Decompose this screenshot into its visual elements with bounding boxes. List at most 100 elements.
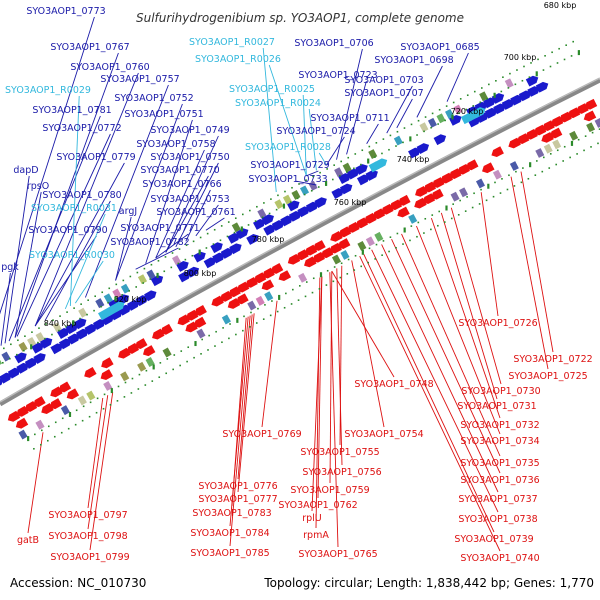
tick-mark: [250, 311, 252, 314]
feature-block: [145, 357, 155, 367]
gene-arrow: [527, 86, 540, 97]
gene-label: SYO3AOP1_0737: [458, 494, 537, 505]
tick-mark: [382, 138, 385, 140]
gene-arrow: [270, 263, 284, 274]
kbp-tick-label: 800 kbp: [184, 269, 217, 278]
tick-mark: [110, 388, 113, 394]
gene-label: SYO3AOP1_0725: [508, 371, 587, 382]
gene-arrow: [65, 323, 78, 335]
gene-label: SYO3AOP1_0779: [56, 152, 135, 163]
feature-block: [120, 283, 130, 294]
label-leader: [237, 313, 255, 493]
feature-block: [247, 300, 257, 311]
gene-arrow: [49, 398, 63, 410]
label-leader: [336, 268, 343, 466]
tick-mark: [86, 313, 88, 316]
gene-label: dapD: [13, 165, 38, 176]
tick-mark: [82, 405, 85, 408]
gene-label: SYO3AOP1_0773: [26, 6, 105, 17]
tick-mark: [304, 295, 307, 298]
gene-label: SYO3AOP1_0740: [460, 553, 539, 564]
tick-mark: [74, 423, 77, 426]
gene-label: SYO3AOP1_R0028: [245, 142, 331, 153]
tick-mark: [367, 158, 370, 164]
tick-mark: [184, 258, 187, 261]
feature-block: [393, 135, 403, 146]
tick-mark: [534, 174, 537, 176]
tick-mark: [450, 217, 453, 220]
tick-mark: [289, 201, 292, 203]
tick-mark: [536, 160, 538, 162]
tick-mark: [9, 357, 11, 360]
feature-block: [492, 169, 502, 180]
gene-arrow: [483, 97, 496, 109]
tick-mark: [193, 356, 195, 359]
gene-arrow: [297, 206, 310, 218]
label-leader: [480, 192, 499, 317]
gene-label: SYO3AOP1_0757: [100, 74, 179, 85]
feature-block: [459, 187, 469, 198]
map-title: Sulfurihydrogenibium sp. YO3AOP1, comple…: [136, 11, 464, 25]
gene-arrow: [397, 206, 410, 218]
gene-arrow: [15, 417, 29, 429]
tick-mark: [249, 209, 251, 212]
gene-arrow: [346, 168, 360, 180]
tick-mark: [296, 197, 299, 200]
gene-arrow: [193, 251, 206, 263]
kbp-tick-label: 780 kbp: [252, 235, 285, 244]
tick-mark: [388, 250, 390, 253]
label-leader: [229, 315, 251, 547]
feature-block: [342, 162, 352, 173]
tick-mark: [409, 136, 412, 142]
gene-label: SYO3AOP1_0769: [222, 429, 301, 440]
tick-mark: [555, 163, 558, 166]
feature-block: [479, 91, 489, 102]
gene-label: SYO3AOP1_0738: [458, 514, 537, 525]
tick-mark: [117, 385, 120, 388]
tick-mark: [143, 267, 146, 270]
gene-arrow: [227, 232, 240, 244]
tick-mark: [445, 205, 448, 211]
gene-arrow: [493, 103, 506, 115]
gene-label: SYO3AOP1_0733: [248, 174, 327, 185]
tick-mark: [424, 217, 427, 220]
label-leader: [371, 249, 499, 513]
gene-label: SYO3AOP1_0732: [460, 420, 539, 431]
feature-block: [103, 380, 113, 391]
tick-mark: [264, 304, 266, 306]
tick-mark: [480, 188, 482, 191]
tick-mark: [452, 101, 455, 104]
tick-mark: [51, 333, 53, 336]
tick-mark: [354, 153, 357, 155]
gene-label: SYO3AOP1_0749: [150, 125, 229, 136]
tick-mark: [584, 135, 587, 137]
gene-arrow: [84, 366, 97, 378]
feature-tracks: [0, 75, 600, 440]
gene-arrow: [501, 99, 515, 110]
tick-mark: [214, 345, 216, 347]
tick-mark: [151, 380, 154, 382]
gene-label: SYO3AOP1_0730: [461, 386, 540, 397]
gene-label: SYO3AOP1_0759: [290, 485, 369, 496]
tick-mark: [395, 145, 397, 147]
tick-mark: [226, 235, 229, 238]
tick-mark: [47, 425, 50, 428]
label-leader: [326, 136, 345, 166]
tick-mark: [443, 221, 446, 223]
gene-arrow: [160, 323, 173, 335]
tick-mark: [192, 240, 195, 243]
tick-mark: [52, 319, 54, 321]
tick-mark: [80, 303, 82, 305]
tick-mark: [227, 221, 230, 223]
feature-block: [137, 274, 148, 285]
tick-mark: [465, 108, 468, 111]
gene-label: SYO3AOP1_0760: [70, 62, 149, 73]
tick-mark: [416, 134, 418, 136]
tick-mark: [430, 228, 432, 231]
feature-block: [103, 293, 113, 304]
tick-mark: [243, 315, 245, 318]
label-leader: [331, 270, 395, 378]
label-leader: [306, 170, 319, 177]
tick-mark: [318, 288, 321, 290]
tick-mark: [255, 322, 258, 324]
